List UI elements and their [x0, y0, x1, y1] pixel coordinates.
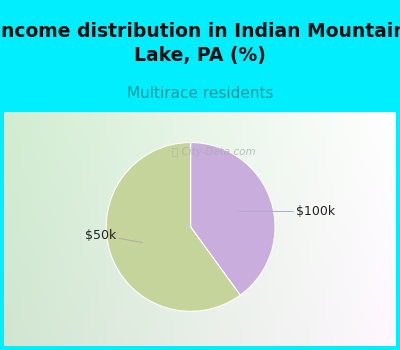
Text: Income distribution in Indian Mountain
Lake, PA (%): Income distribution in Indian Mountain L… [0, 22, 400, 65]
Text: Multirace residents: Multirace residents [127, 86, 273, 101]
Text: $100k: $100k [239, 205, 335, 218]
Wedge shape [191, 142, 275, 295]
Text: $50k: $50k [85, 229, 142, 243]
Text: ⓘ City-Data.com: ⓘ City-Data.com [172, 147, 256, 157]
Wedge shape [106, 142, 240, 311]
